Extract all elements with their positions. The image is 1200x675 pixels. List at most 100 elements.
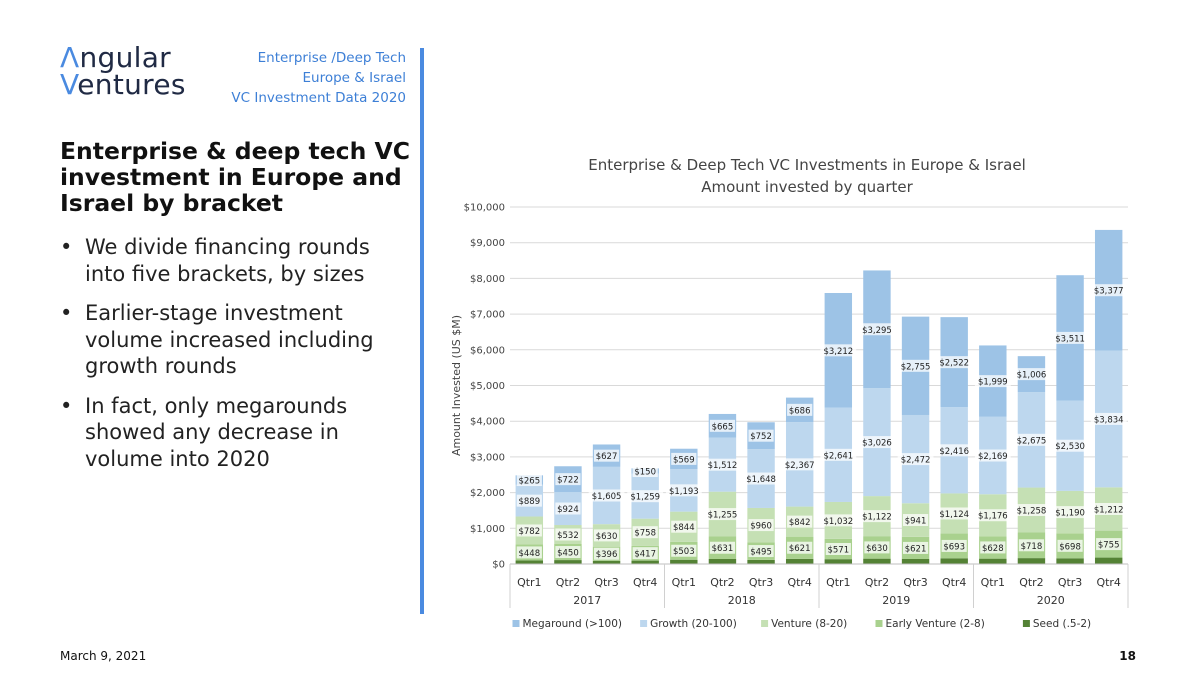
data-label-bg [709,419,736,432]
bar-segment [785,558,814,564]
data-label-bg [825,542,851,555]
data-label: $532 [557,531,579,541]
data-label-bg [1057,539,1083,552]
data-label-bg [859,510,895,523]
data-label: $718 [1021,542,1043,552]
data-label-bg [902,541,929,554]
data-label: $1,032 [823,517,853,527]
y-tick-label: $1,000 [470,524,505,535]
angular-ventures-logo: Λngular Ventures [60,41,186,101]
legend-swatch [761,620,769,627]
data-label: $1,258 [1017,507,1047,517]
x-group-label: 2020 [1037,594,1065,607]
data-label-bg [1013,504,1050,517]
data-label-bg [665,484,702,497]
data-label-bg [1018,539,1045,552]
x-tick-label: Qtr1 [672,576,697,589]
data-label-bg [859,436,895,449]
data-label: $1,124 [939,510,969,520]
stacked-bar-chart: Enterprise & Deep Tech VC Investments in… [450,156,1129,630]
data-label-bg [748,429,774,442]
bar-segment [708,559,737,564]
data-label-bg [1096,538,1122,551]
data-label-bg [516,494,542,507]
data-label: $889 [518,497,540,507]
bullet-item: Earlier-stage investment volume increase… [60,300,405,380]
data-label: $503 [673,547,695,557]
data-label-bg [632,465,658,478]
x-tick-label: Qtr3 [749,576,774,589]
x-tick-label: Qtr1 [826,576,851,589]
data-label-bg [748,545,774,558]
y-axis-label: Amount Invested (US $M) [450,315,463,456]
x-tick-label: Qtr2 [710,576,735,589]
data-label-bg [902,514,929,527]
data-label-bg [555,473,581,486]
slide-heading: Enterprise & deep tech VC investment in … [60,137,410,217]
data-label-bg [859,323,895,336]
data-label-bg [516,524,542,537]
data-label-bg [704,508,741,521]
data-label: $1,255 [708,511,738,521]
data-label-bg [936,507,973,520]
data-label: $693 [943,542,965,552]
data-label: $569 [673,455,695,465]
y-tick-label: $6,000 [470,345,505,356]
bar-segment [824,559,853,564]
logo-word-2: entures [77,68,186,101]
data-label-bg [787,541,813,554]
legend-swatch [875,620,883,627]
data-label: $686 [789,406,811,416]
data-label-bg [820,448,857,461]
data-label: $2,472 [901,456,931,466]
data-label-bg [593,529,620,542]
data-label-bg [936,444,973,457]
bar-segment [592,560,621,564]
data-label-bg [555,528,581,541]
logo-initial-a: Λ [60,41,80,74]
data-label: $1,259 [630,493,660,503]
logo-word-1: ngular [79,41,171,74]
logo-line-1: Λngular [60,41,186,74]
x-tick-label: Qtr1 [517,576,542,589]
x-tick-label: Qtr4 [633,576,658,589]
data-label-bg [974,375,1011,388]
data-label-bg [516,474,542,487]
x-tick-label: Qtr4 [1096,576,1121,589]
data-label: $448 [518,549,540,559]
x-group-label: 2019 [882,594,910,607]
data-label-bg [555,546,581,559]
data-label-bg [974,509,1011,522]
y-tick-label: $2,000 [470,488,505,499]
data-label: $417 [634,550,656,560]
y-tick-label: $9,000 [470,238,505,249]
data-label: $1,512 [708,461,738,471]
bar-segment [515,560,544,564]
data-label-bg [787,515,813,528]
bar-segment [554,560,582,564]
data-label: $450 [557,549,579,559]
data-label-bg [941,539,967,552]
x-tick-label: Qtr2 [865,576,890,589]
chart-subtitle: Amount invested by quarter [701,178,913,196]
legend-label: Early Venture (2-8) [886,618,985,630]
data-label: $2,755 [901,362,931,372]
data-label: $1,648 [746,475,776,485]
data-label-bg [743,472,779,485]
x-tick-label: Qtr2 [1019,576,1044,589]
data-label: $630 [596,532,618,542]
data-label-bg [897,359,934,372]
bullet-item: We divide financing rounds into five bra… [60,234,405,287]
data-label: $3,026 [862,439,892,449]
x-group-label: 2017 [573,594,601,607]
report-tagline: Enterprise /Deep Tech Europe & Israel VC… [231,48,406,108]
x-tick-label: Qtr2 [556,576,581,589]
data-label: $752 [750,432,772,442]
data-label: $495 [750,548,772,558]
data-label: $1,122 [862,513,892,523]
x-tick-label: Qtr3 [594,576,619,589]
y-tick-label: $5,000 [470,381,505,392]
data-label-bg [709,541,736,554]
data-label: $2,530 [1055,442,1085,452]
data-label-bg [1052,331,1088,344]
